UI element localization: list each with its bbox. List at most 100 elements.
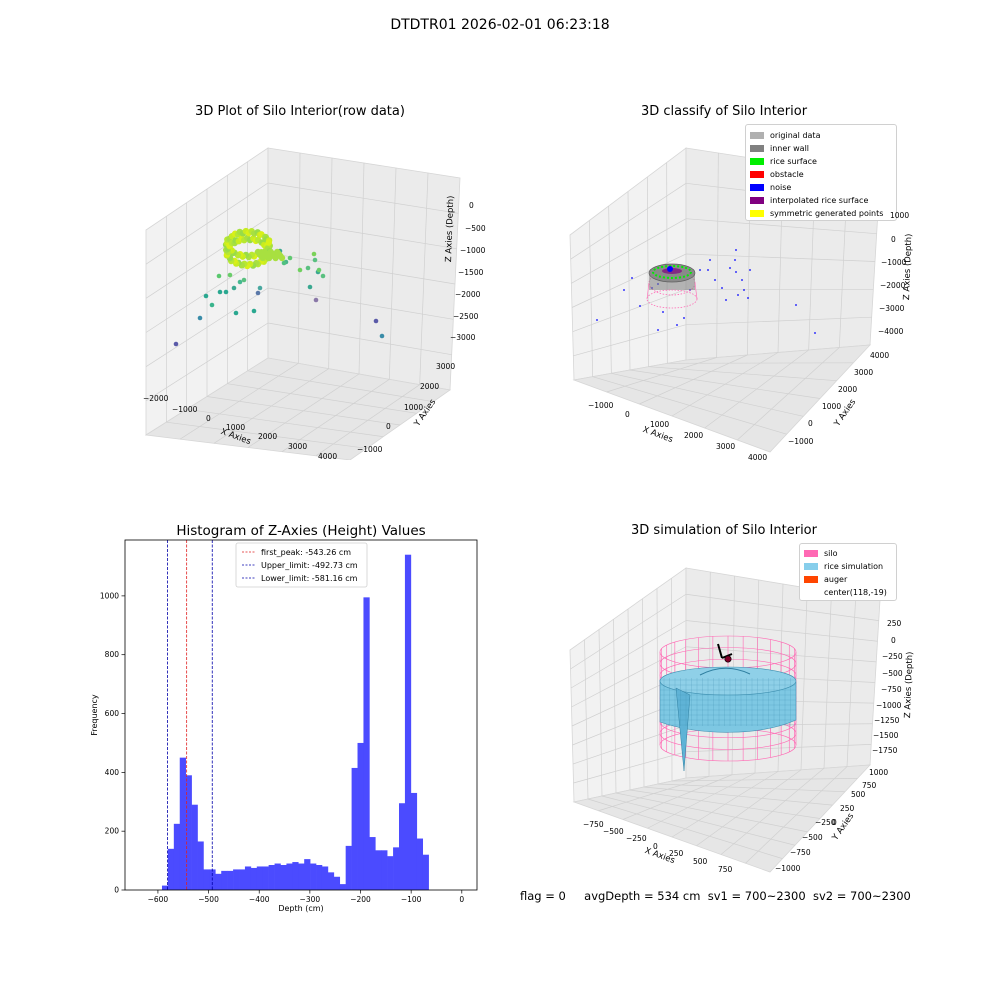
histogram-y-tick-label: 600 [105,709,120,718]
panel3-title: Histogram of Z-Axies (Height) Values [176,523,426,539]
panel1-3d-axes[interactable] [130,130,490,460]
histogram-bar [179,757,186,890]
legend-label: obstacle [770,170,804,179]
panel2-z-label: Z Axies (Depth) [902,233,915,301]
panel1-y-tick: 0 [386,422,391,431]
legend-label: noise [770,183,792,192]
histogram-bar [381,850,388,890]
panel2-x-tick: −1000 [588,401,614,410]
auger [717,643,733,663]
histogram-bar [239,869,246,890]
legend-swatch [750,210,764,217]
scatter-point [313,297,319,303]
histogram-bars [161,554,429,890]
legend-label: interpolated rice surface [770,196,869,205]
panel4-x-tick: −500 [603,827,624,836]
histogram-y-tick-label: 400 [105,768,120,777]
panel2-y-tick: 0 [808,419,813,428]
panel1-panes [144,147,461,460]
histogram-bar [375,850,382,890]
panel2-x-tick: 4000 [748,453,768,462]
noise-point [743,289,745,291]
panel1-z-tick: −500 [465,224,486,233]
panel4-z-label: Z Axies (Depth) [903,651,916,719]
panel2-title: 3D classify of Silo Interior [640,104,808,119]
grid-line [267,322,452,356]
sv1-text: sv1 = 700~2300 [707,889,806,903]
histogram-bar [262,866,269,890]
histogram-bar [185,775,192,890]
panel4-x-tick: 750 [718,865,733,874]
scatter-point [223,289,229,295]
panel1-z-tick: −2500 [453,312,479,321]
scatter-point [255,290,261,296]
legend-item: center(118,-19) [804,586,887,599]
histogram-bar [227,870,234,890]
histogram-chart[interactable]: −600 −500 −400 −300 −200 −100 0 0 200 400 600 800 1… [70,530,500,920]
panel2-x-tick: 1000 [650,420,670,429]
histogram-bar [399,803,406,890]
histogram-bar [268,865,275,890]
noise-point [596,319,598,321]
panel2-x-tick: 3000 [716,442,736,451]
histogram-bar [221,870,228,890]
histogram-bar [197,841,204,890]
scatter-point [231,285,237,291]
legend-swatch [804,550,818,557]
panel4-z-tick: −1500 [873,731,899,740]
histogram-x-tick-label: −200 [350,895,371,904]
panel4-3d-axes[interactable] [560,550,900,880]
histogram-y-tick-label: 800 [105,650,120,659]
panel1-y-tick: 2000 [420,382,440,391]
grid-line [823,591,832,769]
scatter-point [237,279,243,285]
panel4-legend: silo rice simulation auger center(118,-1… [799,543,897,601]
panel2-silo-cluster [646,263,698,309]
panel1-x-tick: −1000 [172,405,198,414]
legend-label: Lower_limit: -581.16 cm [261,574,358,583]
histogram-bar [173,823,181,890]
histogram-x-tick-label: 0 [459,895,464,904]
noise-point [721,287,723,289]
histogram-bar [387,856,394,890]
grid-line [745,766,848,864]
noise-point [729,267,731,269]
panel4-x-tick: 250 [669,849,684,858]
histogram-bar [191,804,198,890]
histogram-bar [274,863,281,890]
grid-line [573,324,687,357]
panel2-z-tick: −4000 [878,327,904,336]
histogram-bar [416,838,424,890]
rice-surface [659,666,797,772]
grid-line [720,767,825,855]
histogram-bar [286,863,293,890]
histogram-x-tick-label: −300 [300,895,321,904]
noise-point [725,299,727,301]
panel2-gridlines [570,152,879,441]
legend-item: obstacle [750,168,883,181]
scatter-point [257,285,263,291]
histogram-bar [316,865,323,890]
histogram-bar [310,863,317,890]
panel4-z-tick: −1750 [872,746,898,755]
grid-line [573,751,687,784]
panel1-z-tick: −1000 [460,246,486,255]
histogram-y-tick-label: 0 [114,886,119,895]
histogram-y-tick-label: 1000 [100,591,119,600]
noise-point [699,269,701,271]
legend-swatch [804,563,818,570]
legend-swatch [750,197,764,204]
scatter-point [305,265,311,271]
panel2-x-tick: 0 [625,410,630,419]
scatter-point [203,293,209,299]
panel4-y-tick: −250 [815,818,836,827]
scatter-point [233,310,239,316]
scatter-point [197,315,203,321]
legend-item: inner wall [750,142,883,155]
avg-depth-text: avgDepth = 534 cm [584,889,701,903]
legend-label: first_peak: -543.26 cm [261,548,351,557]
legend-swatch [750,158,764,165]
legend-label: auger [824,575,848,584]
grid-line [145,322,269,402]
grid-line [315,384,420,457]
